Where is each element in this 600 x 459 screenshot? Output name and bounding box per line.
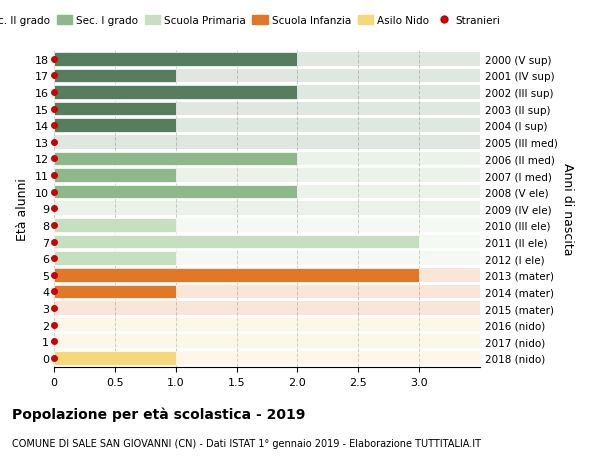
Bar (54, 351, 176, 365)
Bar (54, 102, 176, 116)
Bar (54, 69, 176, 83)
Bar (54, 119, 480, 133)
Bar (54, 218, 176, 232)
Bar (54, 218, 480, 232)
Bar (54, 252, 480, 265)
Bar (54, 169, 176, 183)
Bar (54, 53, 480, 67)
Bar (54, 185, 298, 199)
Y-axis label: Anni di nascita: Anni di nascita (562, 162, 574, 255)
Bar (54, 302, 480, 315)
Bar (54, 335, 480, 348)
Bar (54, 53, 298, 67)
Bar (54, 86, 298, 100)
Bar (54, 102, 480, 116)
Bar (54, 152, 298, 166)
Bar (54, 86, 480, 100)
Bar (54, 235, 419, 249)
Bar (54, 152, 480, 166)
Bar (54, 136, 480, 149)
Bar (54, 119, 176, 133)
Bar (54, 269, 419, 282)
Bar (54, 202, 480, 216)
Legend: Sec. II grado, Sec. I grado, Scuola Primaria, Scuola Infanzia, Asilo Nido, Stran: Sec. II grado, Sec. I grado, Scuola Prim… (0, 11, 505, 30)
Text: COMUNE DI SALE SAN GIOVANNI (CN) - Dati ISTAT 1° gennaio 2019 - Elaborazione TUT: COMUNE DI SALE SAN GIOVANNI (CN) - Dati … (12, 438, 481, 448)
Bar (54, 252, 176, 265)
Bar (54, 285, 176, 298)
Bar (54, 69, 480, 83)
Text: Popolazione per età scolastica - 2019: Popolazione per età scolastica - 2019 (12, 406, 305, 421)
Bar (54, 285, 480, 298)
Bar (54, 185, 480, 199)
Y-axis label: Età alunni: Età alunni (16, 178, 29, 240)
Bar (54, 235, 480, 249)
Bar (54, 269, 480, 282)
Bar (54, 318, 480, 332)
Bar (54, 351, 480, 365)
Bar (54, 169, 480, 183)
